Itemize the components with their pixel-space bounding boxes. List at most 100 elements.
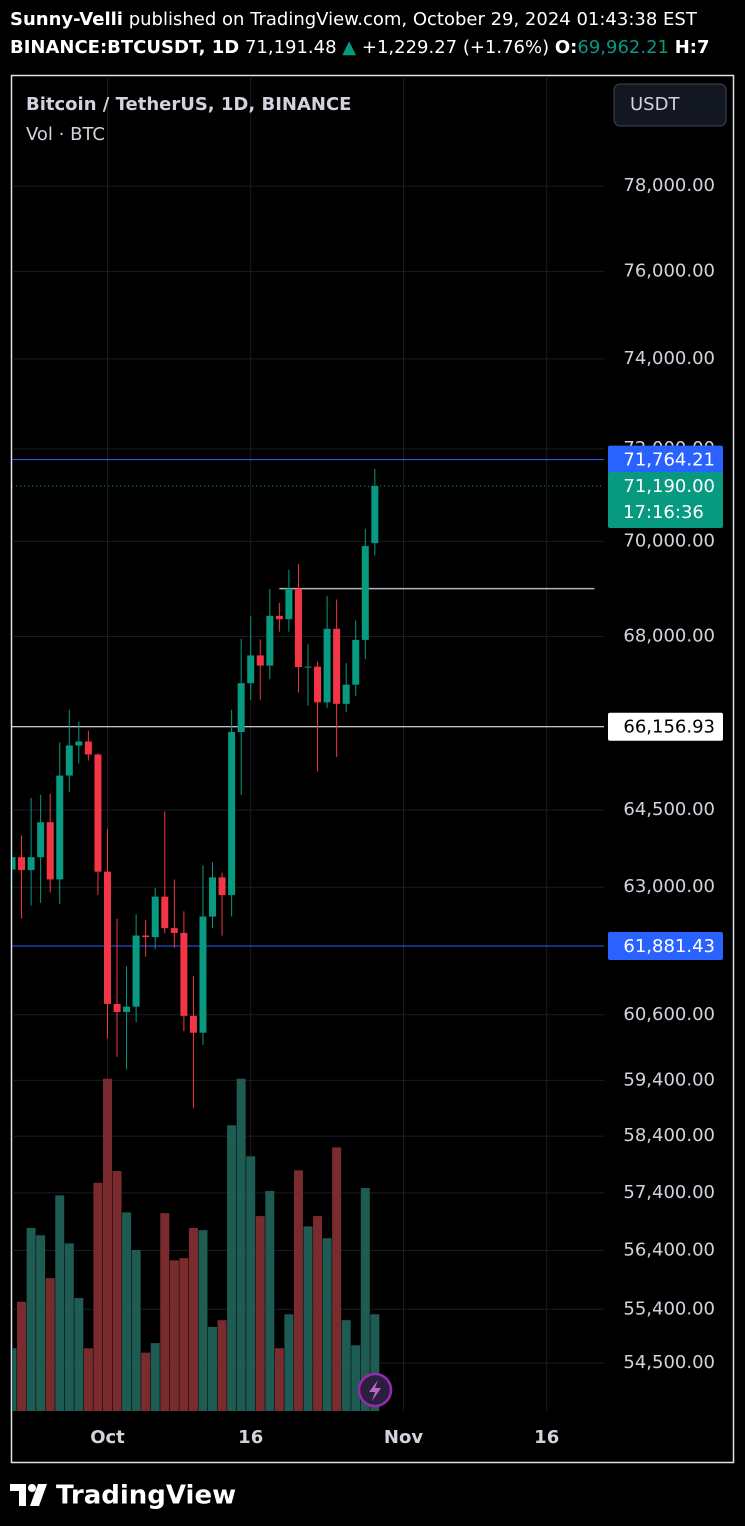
arrow: ▲ (342, 37, 356, 58)
candle-body (342, 684, 350, 704)
brand: TradingView (56, 1481, 236, 1511)
candle-body (132, 935, 140, 1007)
price-line-label-box (608, 932, 723, 961)
candle-body (228, 732, 236, 896)
candle-body (209, 877, 217, 917)
candle-body (256, 655, 264, 666)
volume-bar (360, 1188, 370, 1411)
volume-bar (64, 1243, 74, 1411)
candle-body (37, 822, 45, 858)
price-line-label: 71,764.21 (623, 450, 715, 471)
change: +1,229.27 (+1.76%) (362, 37, 549, 58)
open-label: O: (555, 37, 578, 58)
logo (10, 1484, 47, 1506)
volume-bar (131, 1250, 141, 1411)
candle-body (361, 546, 369, 640)
lightning-button[interactable] (357, 1372, 393, 1408)
volume-bar (188, 1227, 198, 1411)
volume-bar (45, 1278, 55, 1411)
volume-bar (274, 1348, 284, 1411)
open-value: 69,962.21 (577, 37, 669, 58)
y-tick-label: 63,000.00 (623, 876, 715, 897)
candle-body (333, 628, 341, 704)
y-tick-label: 74,000.00 (623, 348, 715, 369)
volume-bar (370, 1314, 380, 1411)
candle-body (170, 928, 178, 933)
y-tick-label: 54,500.00 (623, 1352, 715, 1373)
volume-bar (150, 1343, 160, 1411)
volume-label: Vol · BTC (26, 124, 105, 145)
price-line-label: 61,881.43 (623, 936, 715, 957)
currency-button[interactable] (613, 83, 727, 127)
candle-body (266, 615, 274, 666)
candle-body (189, 1015, 197, 1033)
axis-layer: Oct16Nov1678,000.0076,000.0074,000.0072,… (90, 175, 715, 1448)
candle-body (161, 896, 169, 929)
candle-body (94, 754, 102, 872)
chart-title: Bitcoin / TetherUS, 1D, BINANCE (26, 94, 351, 115)
currency[interactable]: USDT (630, 94, 680, 115)
candle-body (46, 822, 54, 880)
volume-bar (55, 1195, 65, 1411)
candle-body (314, 666, 322, 703)
lightning-icon[interactable] (369, 1380, 381, 1401)
candle-body (237, 683, 245, 733)
y-tick-label: 64,500.00 (623, 799, 715, 820)
x-tick-label: Nov (384, 1427, 423, 1448)
candle-body (304, 666, 312, 668)
volume-bar (341, 1320, 351, 1411)
volume-bar (217, 1320, 227, 1411)
y-tick-label: 60,600.00 (623, 1004, 715, 1025)
current-price-box (608, 472, 723, 529)
x-tick-label: 16 (534, 1427, 559, 1448)
volume-bar (26, 1227, 36, 1411)
candle-body (18, 857, 26, 871)
x-tick-label: Oct (90, 1427, 125, 1448)
y-tick-label: 58,400.00 (623, 1125, 715, 1146)
y-tick-label: 68,000.00 (623, 626, 715, 647)
candle-body (27, 857, 35, 871)
candle-body (151, 896, 159, 938)
volume-bar (293, 1170, 303, 1411)
high-label: H:7 (675, 37, 710, 58)
volume-bar (322, 1238, 332, 1411)
volume-bar (12, 1348, 17, 1411)
volume-bar (83, 1348, 93, 1411)
candle-body (103, 871, 111, 1004)
candle-body (247, 655, 255, 684)
candle-body (218, 877, 226, 896)
y-tick-label: 55,400.00 (623, 1298, 715, 1319)
volume-bar (74, 1298, 84, 1411)
price-line-label-box (608, 445, 723, 474)
candle-body (199, 916, 207, 1033)
volume-bar (208, 1326, 218, 1411)
volume-bar (93, 1182, 103, 1411)
candle-body (323, 628, 331, 703)
candle-layer (12, 468, 379, 1109)
price-line-label: 66,156.93 (623, 717, 715, 738)
candle-body (65, 745, 73, 776)
candle-body (294, 588, 302, 668)
author: Sunny-Velli (10, 9, 123, 30)
candle-body (180, 932, 188, 1016)
candle-body (12, 857, 16, 870)
volume-bar (265, 1190, 275, 1411)
volume-bar (112, 1171, 122, 1411)
volume-bar (122, 1212, 132, 1411)
logo-slash (30, 1484, 47, 1506)
logo-dot (28, 1484, 36, 1492)
y-tick-label: 59,400.00 (623, 1069, 715, 1090)
label-layer: 71,764.21 66,156.93 61,881.43 71,190.00 17:1… (608, 445, 723, 961)
volume-bar (141, 1352, 151, 1411)
y-tick-label: 76,000.00 (623, 260, 715, 281)
header-line-1: Sunny-Velli published on TradingView.com… (10, 9, 698, 30)
volume-bar (236, 1078, 246, 1411)
candle-body (371, 486, 379, 544)
volume-bar (227, 1125, 237, 1411)
header-line-2: BINANCE:BTCUSDT, 1D 71,191.48 ▲ +1,229.2… (10, 37, 710, 58)
candle-body (113, 1003, 121, 1013)
volume-bar (351, 1345, 361, 1411)
candle-body (123, 1006, 131, 1013)
